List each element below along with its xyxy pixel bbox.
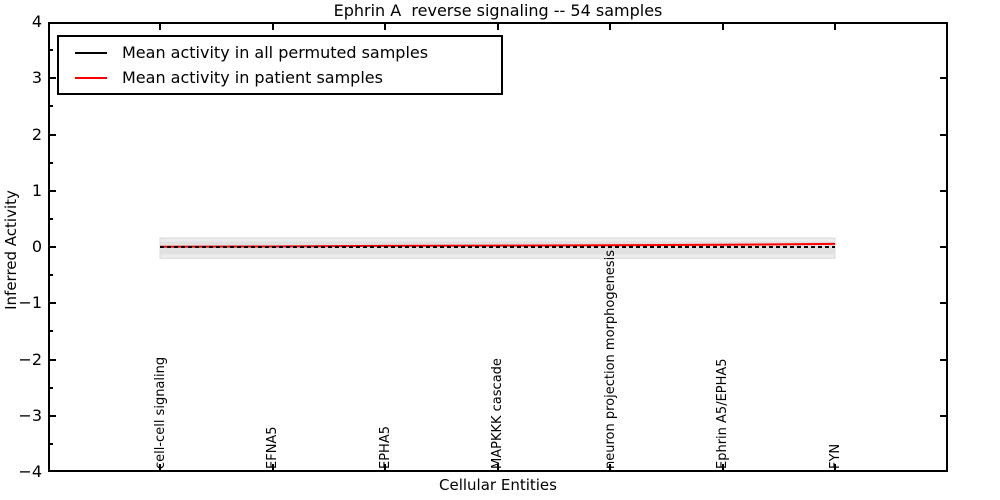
x-tick-top-icon <box>609 24 611 30</box>
x-tick-top-icon <box>384 24 386 30</box>
y-tick-label: −1 <box>18 293 42 313</box>
x-tick-bottom-icon <box>609 464 611 470</box>
x-tick-bottom-icon <box>496 464 499 470</box>
x-tick-top-icon <box>271 24 274 30</box>
y-minor-tick-icon <box>50 161 53 164</box>
x-axis-label: Cellular Entities <box>439 476 557 494</box>
y-tick-left-icon <box>50 414 56 417</box>
x-tick-bottom-icon <box>159 464 161 470</box>
legend-entry-permuted: Mean activity in all permuted samples <box>75 40 501 65</box>
x-tick-bottom-icon <box>947 464 949 470</box>
y-tick-left-icon <box>50 133 56 136</box>
y-tick-label: 0 <box>31 237 42 256</box>
plot-area <box>48 22 948 472</box>
legend-line-patient-icon <box>75 76 107 79</box>
legend-entry-patient: Mean activity in patient samples <box>75 65 501 90</box>
y-minor-tick-icon <box>50 49 53 52</box>
y-tick-label: −2 <box>18 349 42 369</box>
y-tick-right-icon <box>940 77 946 80</box>
x-tick-bottom-icon <box>384 464 386 470</box>
y-tick-label: 2 <box>31 124 42 144</box>
y-tick-right-icon <box>940 358 946 361</box>
x-tick-top-icon <box>159 24 161 30</box>
plot-canvas <box>159 237 836 259</box>
category-label: neuron projection morphogenesis <box>602 250 618 469</box>
y-tick-left-icon <box>50 22 56 23</box>
y-tick-label: −3 <box>18 405 42 425</box>
y-tick-right-icon <box>940 22 946 23</box>
y-tick-right-icon <box>940 133 946 136</box>
y-tick-label: 3 <box>31 68 42 88</box>
category-label: MAPKKK cascade <box>490 358 505 469</box>
y-minor-tick-icon <box>50 274 53 277</box>
legend-label-patient: Mean activity in patient samples <box>122 68 383 87</box>
y-tick-label: 1 <box>31 180 42 200</box>
y-tick-left-icon <box>50 302 56 305</box>
x-tick-top-icon <box>947 24 949 30</box>
category-label: FYN <box>827 443 843 469</box>
chart-title: Ephrin A reverse signaling -- 54 samples <box>333 1 663 20</box>
y-minor-tick-icon <box>50 442 53 445</box>
category-label: EPHA5 <box>377 426 393 469</box>
x-tick-bottom-icon <box>721 464 724 470</box>
x-tick-top-icon <box>834 24 836 30</box>
y-tick-left-icon <box>50 189 56 192</box>
category-label: EFNA5 <box>265 426 280 469</box>
y-tick-right-icon <box>940 414 946 417</box>
x-tick-bottom-icon <box>834 464 836 470</box>
category-label: Ephrin A5/EPHA5 <box>715 358 730 469</box>
y-tick-right-icon <box>940 189 946 192</box>
y-minor-tick-icon <box>50 105 53 108</box>
y-minor-tick-icon <box>50 386 53 389</box>
y-minor-tick-icon <box>50 330 53 333</box>
y-tick-label: 4 <box>31 12 42 31</box>
legend: Mean activity in all permuted samples Me… <box>57 35 503 95</box>
y-tick-left-icon <box>50 358 56 361</box>
x-tick-top-icon <box>496 24 499 30</box>
y-tick-left-icon <box>50 246 56 248</box>
y-minor-tick-icon <box>50 217 53 220</box>
y-tick-right-icon <box>940 302 946 305</box>
y-tick-left-icon <box>50 471 56 472</box>
legend-label-permuted: Mean activity in all permuted samples <box>122 43 429 62</box>
y-tick-right-icon <box>940 471 946 472</box>
legend-line-permuted-icon <box>75 51 107 54</box>
x-tick-top-icon <box>721 24 724 30</box>
y-tick-right-icon <box>940 246 946 248</box>
y-tick-left-icon <box>50 77 56 80</box>
category-label: cell-cell signaling <box>152 356 168 469</box>
y-tick-label: −4 <box>18 462 42 481</box>
x-tick-bottom-icon <box>271 464 274 470</box>
